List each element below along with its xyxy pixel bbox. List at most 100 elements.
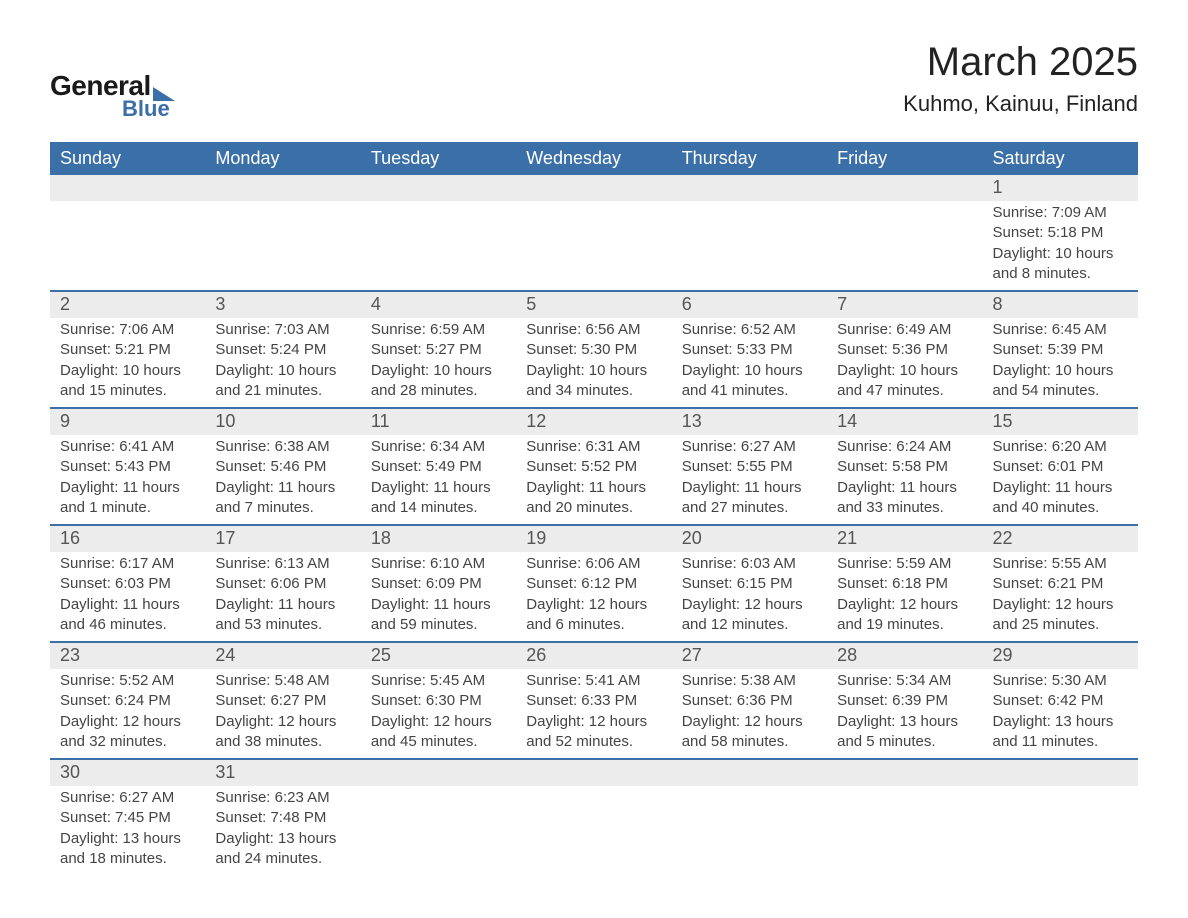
sunset-text: Sunset: 7:45 PM [60,808,195,828]
day-number [361,760,516,786]
weekday-header: Saturday [983,142,1138,175]
daylight-text: Daylight: 10 hours and 15 minutes. [60,361,195,402]
sunrise-text: Sunrise: 6:10 AM [371,554,506,574]
day-body: Sunrise: 5:41 AMSunset: 6:33 PMDaylight:… [516,669,671,758]
daylight-text: Daylight: 12 hours and 6 minutes. [526,595,661,636]
sunset-text: Sunset: 5:21 PM [60,340,195,360]
calendar-cell [205,175,360,291]
sunset-text: Sunset: 6:42 PM [993,691,1128,711]
day-body: Sunrise: 7:03 AMSunset: 5:24 PMDaylight:… [205,318,360,407]
daylight-text: Daylight: 11 hours and 40 minutes. [993,478,1128,519]
day-number [672,760,827,786]
sunset-text: Sunset: 5:49 PM [371,457,506,477]
day-number [516,760,671,786]
sunset-text: Sunset: 6:21 PM [993,574,1128,594]
sunrise-text: Sunrise: 6:03 AM [682,554,817,574]
calendar-cell: 20Sunrise: 6:03 AMSunset: 6:15 PMDayligh… [672,525,827,642]
calendar-cell: 30Sunrise: 6:27 AMSunset: 7:45 PMDayligh… [50,759,205,875]
daylight-text: Daylight: 11 hours and 1 minute. [60,478,195,519]
sunset-text: Sunset: 6:15 PM [682,574,817,594]
calendar-cell: 26Sunrise: 5:41 AMSunset: 6:33 PMDayligh… [516,642,671,759]
sunset-text: Sunset: 6:36 PM [682,691,817,711]
day-number: 28 [827,643,982,669]
calendar-cell: 16Sunrise: 6:17 AMSunset: 6:03 PMDayligh… [50,525,205,642]
day-number: 22 [983,526,1138,552]
weekday-header: Thursday [672,142,827,175]
weekday-header: Wednesday [516,142,671,175]
day-number: 14 [827,409,982,435]
sunset-text: Sunset: 6:06 PM [215,574,350,594]
sunset-text: Sunset: 5:18 PM [993,223,1128,243]
sunset-text: Sunset: 5:27 PM [371,340,506,360]
calendar-cell: 31Sunrise: 6:23 AMSunset: 7:48 PMDayligh… [205,759,360,875]
day-number: 26 [516,643,671,669]
calendar-cell: 1Sunrise: 7:09 AMSunset: 5:18 PMDaylight… [983,175,1138,291]
day-body [827,201,982,221]
calendar-cell: 23Sunrise: 5:52 AMSunset: 6:24 PMDayligh… [50,642,205,759]
sunrise-text: Sunrise: 6:31 AM [526,437,661,457]
daylight-text: Daylight: 10 hours and 28 minutes. [371,361,506,402]
daylight-text: Daylight: 12 hours and 25 minutes. [993,595,1128,636]
day-number: 8 [983,292,1138,318]
sunset-text: Sunset: 5:36 PM [837,340,972,360]
daylight-text: Daylight: 10 hours and 34 minutes. [526,361,661,402]
weekday-row: SundayMondayTuesdayWednesdayThursdayFrid… [50,142,1138,175]
sunrise-text: Sunrise: 6:23 AM [215,788,350,808]
calendar-week: 1Sunrise: 7:09 AMSunset: 5:18 PMDaylight… [50,175,1138,291]
day-body: Sunrise: 7:06 AMSunset: 5:21 PMDaylight:… [50,318,205,407]
calendar-cell [672,175,827,291]
daylight-text: Daylight: 10 hours and 8 minutes. [993,244,1128,285]
sunrise-text: Sunrise: 6:06 AM [526,554,661,574]
day-number: 7 [827,292,982,318]
day-number: 24 [205,643,360,669]
calendar-head: SundayMondayTuesdayWednesdayThursdayFrid… [50,142,1138,175]
daylight-text: Daylight: 11 hours and 7 minutes. [215,478,350,519]
day-body: Sunrise: 6:06 AMSunset: 6:12 PMDaylight:… [516,552,671,641]
sunset-text: Sunset: 6:12 PM [526,574,661,594]
calendar-cell: 4Sunrise: 6:59 AMSunset: 5:27 PMDaylight… [361,291,516,408]
logo: General Blue [50,70,175,122]
sunrise-text: Sunrise: 6:59 AM [371,320,506,340]
day-body: Sunrise: 6:17 AMSunset: 6:03 PMDaylight:… [50,552,205,641]
weekday-header: Monday [205,142,360,175]
day-number: 20 [672,526,827,552]
sunrise-text: Sunrise: 5:38 AM [682,671,817,691]
day-number: 6 [672,292,827,318]
day-body: Sunrise: 6:41 AMSunset: 5:43 PMDaylight:… [50,435,205,524]
day-body: Sunrise: 6:34 AMSunset: 5:49 PMDaylight:… [361,435,516,524]
sunrise-text: Sunrise: 6:27 AM [60,788,195,808]
calendar-week: 9Sunrise: 6:41 AMSunset: 5:43 PMDaylight… [50,408,1138,525]
daylight-text: Daylight: 11 hours and 27 minutes. [682,478,817,519]
day-number: 1 [983,175,1138,201]
day-body: Sunrise: 5:30 AMSunset: 6:42 PMDaylight:… [983,669,1138,758]
sunset-text: Sunset: 6:24 PM [60,691,195,711]
sunrise-text: Sunrise: 5:41 AM [526,671,661,691]
day-body: Sunrise: 6:27 AMSunset: 5:55 PMDaylight:… [672,435,827,524]
calendar-cell [516,759,671,875]
calendar-cell: 13Sunrise: 6:27 AMSunset: 5:55 PMDayligh… [672,408,827,525]
day-number [50,175,205,201]
calendar-table: SundayMondayTuesdayWednesdayThursdayFrid… [50,142,1138,875]
calendar-cell: 9Sunrise: 6:41 AMSunset: 5:43 PMDaylight… [50,408,205,525]
sunrise-text: Sunrise: 5:52 AM [60,671,195,691]
sunset-text: Sunset: 7:48 PM [215,808,350,828]
month-title: March 2025 [903,40,1138,85]
calendar-cell: 24Sunrise: 5:48 AMSunset: 6:27 PMDayligh… [205,642,360,759]
day-number: 18 [361,526,516,552]
sunrise-text: Sunrise: 6:41 AM [60,437,195,457]
sunset-text: Sunset: 6:30 PM [371,691,506,711]
sunrise-text: Sunrise: 6:49 AM [837,320,972,340]
day-number: 3 [205,292,360,318]
day-body: Sunrise: 6:24 AMSunset: 5:58 PMDaylight:… [827,435,982,524]
daylight-text: Daylight: 12 hours and 19 minutes. [837,595,972,636]
day-number: 31 [205,760,360,786]
calendar-cell [827,759,982,875]
day-body [983,786,1138,806]
day-body [672,201,827,221]
day-number: 17 [205,526,360,552]
sunset-text: Sunset: 5:55 PM [682,457,817,477]
day-number: 15 [983,409,1138,435]
day-number: 23 [50,643,205,669]
sunrise-text: Sunrise: 6:20 AM [993,437,1128,457]
daylight-text: Daylight: 11 hours and 46 minutes. [60,595,195,636]
